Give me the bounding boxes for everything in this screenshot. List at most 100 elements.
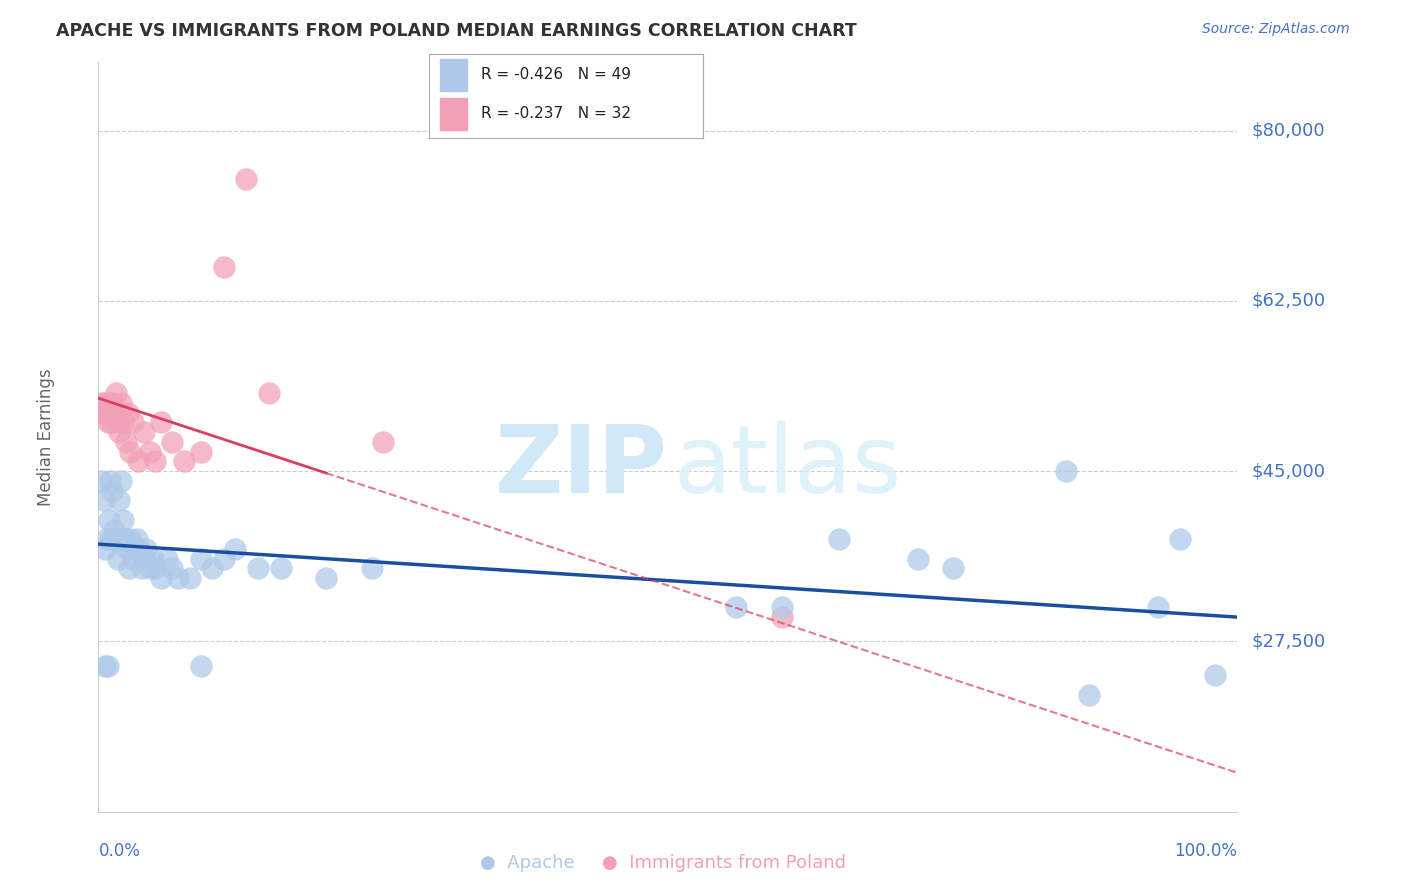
Point — [120, 533, 142, 547]
Point — [138, 561, 160, 575]
Point — [118, 561, 141, 575]
Point — [110, 474, 132, 488]
Point — [145, 561, 167, 575]
Point — [725, 600, 748, 615]
Text: ●  Apache: ● Apache — [479, 855, 575, 872]
Point — [132, 425, 155, 440]
Point — [259, 386, 281, 401]
Point — [104, 386, 127, 401]
Text: $80,000: $80,000 — [1251, 121, 1324, 139]
Point — [90, 396, 112, 410]
Point — [201, 561, 224, 575]
Point — [103, 406, 125, 420]
Point — [108, 493, 131, 508]
Point — [101, 396, 124, 410]
Point — [360, 561, 382, 575]
Point — [167, 571, 190, 585]
Point — [121, 416, 143, 430]
Point — [162, 561, 184, 575]
Point — [828, 533, 851, 547]
Point — [770, 600, 793, 615]
Point — [190, 444, 212, 458]
Bar — [440, 97, 467, 130]
Point — [150, 571, 173, 585]
Point — [104, 533, 127, 547]
Point — [145, 454, 167, 468]
Point — [371, 434, 394, 449]
Point — [98, 406, 121, 420]
Point — [101, 483, 124, 498]
Point — [1054, 464, 1078, 478]
Point — [111, 533, 134, 547]
Point — [138, 444, 160, 458]
Point — [150, 416, 173, 430]
Point — [162, 434, 184, 449]
Text: ZIP: ZIP — [495, 421, 668, 513]
Point — [128, 541, 150, 556]
Text: Source: ZipAtlas.com: Source: ZipAtlas.com — [1202, 22, 1350, 37]
Text: 100.0%: 100.0% — [1174, 842, 1237, 860]
Point — [1078, 688, 1101, 702]
Point — [1146, 600, 1168, 615]
Point — [1204, 668, 1226, 682]
Point — [132, 551, 155, 566]
Bar — [440, 59, 467, 91]
Text: Median Earnings: Median Earnings — [37, 368, 55, 506]
Point — [114, 533, 136, 547]
Point — [93, 406, 115, 420]
Point — [94, 396, 117, 410]
Point — [127, 454, 149, 468]
Text: atlas: atlas — [673, 421, 901, 513]
Point — [117, 406, 139, 420]
Point — [156, 551, 179, 566]
Point — [131, 561, 153, 575]
Point — [98, 474, 121, 488]
Text: $45,000: $45,000 — [1251, 462, 1326, 480]
Text: R = -0.426   N = 49: R = -0.426 N = 49 — [481, 67, 631, 82]
Point — [121, 551, 143, 566]
Point — [190, 551, 212, 566]
Point — [94, 658, 117, 673]
Point — [94, 541, 117, 556]
Point — [112, 513, 135, 527]
Point — [212, 551, 235, 566]
Point — [770, 610, 793, 624]
Point — [235, 172, 257, 186]
Point — [114, 434, 136, 449]
Point — [142, 551, 165, 566]
Text: $27,500: $27,500 — [1251, 632, 1326, 650]
Point — [190, 658, 212, 673]
Point — [315, 571, 337, 585]
Text: ●  Immigrants from Poland: ● Immigrants from Poland — [602, 855, 846, 872]
Point — [907, 551, 929, 566]
Point — [97, 513, 120, 527]
Point — [135, 541, 157, 556]
Point — [90, 474, 112, 488]
Point — [173, 454, 195, 468]
Point — [224, 541, 246, 556]
Text: APACHE VS IMMIGRANTS FROM POLAND MEDIAN EARNINGS CORRELATION CHART: APACHE VS IMMIGRANTS FROM POLAND MEDIAN … — [56, 22, 858, 40]
Point — [179, 571, 201, 585]
Text: 0.0%: 0.0% — [98, 842, 141, 860]
Text: R = -0.237   N = 32: R = -0.237 N = 32 — [481, 106, 631, 121]
Point — [246, 561, 269, 575]
Point — [108, 425, 131, 440]
Point — [107, 551, 129, 566]
Point — [107, 416, 129, 430]
Point — [100, 533, 122, 547]
Point — [96, 658, 118, 673]
Point — [100, 416, 122, 430]
Point — [942, 561, 965, 575]
Point — [96, 533, 118, 547]
Point — [96, 416, 118, 430]
Point — [1170, 533, 1192, 547]
Point — [112, 416, 135, 430]
Point — [212, 260, 235, 274]
Point — [127, 533, 149, 547]
Point — [270, 561, 292, 575]
Point — [96, 406, 118, 420]
Point — [115, 541, 138, 556]
Point — [103, 523, 125, 537]
Point — [110, 396, 132, 410]
Text: $62,500: $62,500 — [1251, 292, 1326, 310]
